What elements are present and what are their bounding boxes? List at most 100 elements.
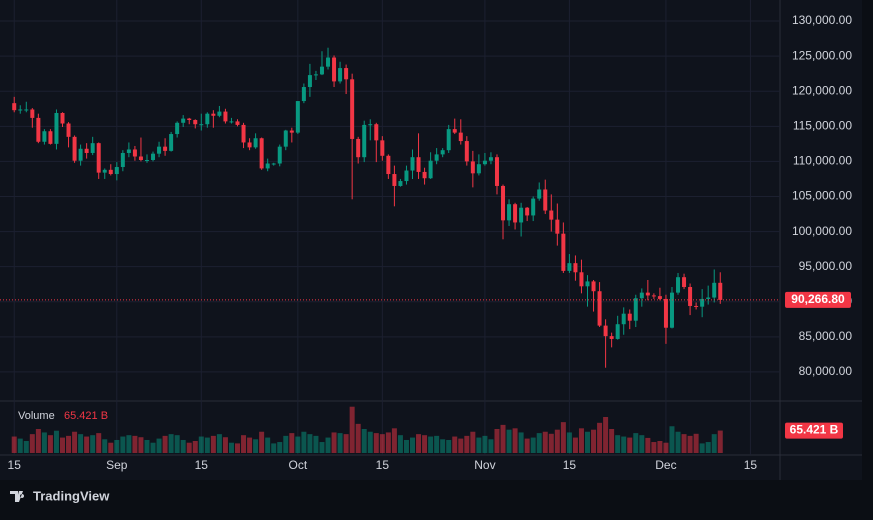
candle-body [621,313,626,325]
candle-body [66,123,71,137]
volume-bar [542,431,548,453]
volume-bar [458,438,464,453]
volume-bar [452,436,458,453]
candle-body [452,129,457,133]
volume-bar [60,437,65,453]
volume-bar [156,438,162,453]
volume-bar [500,424,506,453]
candle-body [223,111,228,122]
candle-body [543,189,548,211]
candle-body [404,170,409,182]
candle-body [567,263,572,271]
volume-bar [687,435,693,453]
candle-body [120,152,125,168]
logo: TradingView [10,488,110,503]
volume-bar [204,437,210,453]
candle-body [90,143,95,153]
candle-body [525,207,530,216]
candle-body [398,181,403,186]
volume-bar [385,432,391,453]
y-tick-label: 80,000.00 [799,364,853,378]
candle-body [537,189,542,199]
volume-bar [259,431,265,453]
candle-body [561,233,566,271]
y-tick-label: 110,000.00 [793,154,852,168]
volume-bar [102,439,108,453]
volume-bar [446,439,452,453]
candle-body [151,153,156,160]
volume-bar [265,437,271,453]
volume-bar [241,435,247,453]
candle-body [181,118,186,123]
candle-body [374,124,379,141]
candle-body [440,150,445,155]
volume-badge [785,422,843,439]
candle-body [193,120,198,125]
volume-bar [210,435,216,453]
volume-bar [90,435,96,453]
candle-body [332,57,337,82]
volume-bar [548,433,554,453]
candle-body [229,121,234,123]
volume-bar [23,441,29,453]
x-tick-label: Sep [106,458,128,472]
y-tick-label: 85,000.00 [799,329,853,343]
y-tick-label: 95,000.00 [799,259,853,273]
candle-body [265,163,270,169]
candle-body [253,138,258,148]
volume-bar [325,437,331,453]
candle-body [362,124,367,158]
candle-body [579,272,584,287]
candle-body [211,113,216,116]
candle-body [319,66,324,75]
candle-body [54,112,59,144]
candle-body [476,164,481,174]
volume-bar [585,431,590,453]
candle-body [410,157,415,171]
candle-body [72,136,77,161]
candle-body [507,204,512,221]
candle-body [676,277,681,293]
volume-bar [138,437,144,453]
volume-bar [373,433,379,453]
volume-bar [247,437,253,453]
volume-bar [633,433,639,453]
volume-bar [675,431,681,453]
candle-body [271,163,276,165]
candle-body [175,122,180,135]
candle-body [241,124,246,143]
volume-bar [597,422,603,453]
volume-bar [524,438,530,453]
candle-body [126,149,131,153]
volume-bar [47,435,53,453]
candle-body [36,117,41,142]
volume-bar [566,432,572,453]
candle-body [712,282,717,298]
volume-bar [506,429,512,453]
candle-body [386,155,391,175]
candle-body [633,298,638,321]
y-tick-label: 115,000.00 [793,118,852,132]
volume-bar [222,437,228,453]
volume-badge-label: 65.421 B [790,423,839,437]
candle-body [482,160,487,165]
y-tick-label: 120,000.00 [792,83,852,97]
last-price-badge [785,291,851,308]
volume-bar [150,442,156,453]
candle-body [205,113,210,125]
candle-body [24,109,29,111]
volume-bar [29,434,35,453]
x-tick-label: Nov [474,458,495,472]
candle-body [597,291,602,326]
volume-bar [699,443,705,453]
candle-body [627,313,632,321]
candle-body [313,74,318,76]
volume-legend-value: 65.421 B [64,410,108,422]
volume-bar [603,417,609,453]
volume-bar [174,435,180,453]
candle-body [573,263,578,273]
candle-body [42,131,47,142]
volume-bar [627,437,633,453]
candle-body [18,109,23,111]
candle-body [199,124,204,126]
